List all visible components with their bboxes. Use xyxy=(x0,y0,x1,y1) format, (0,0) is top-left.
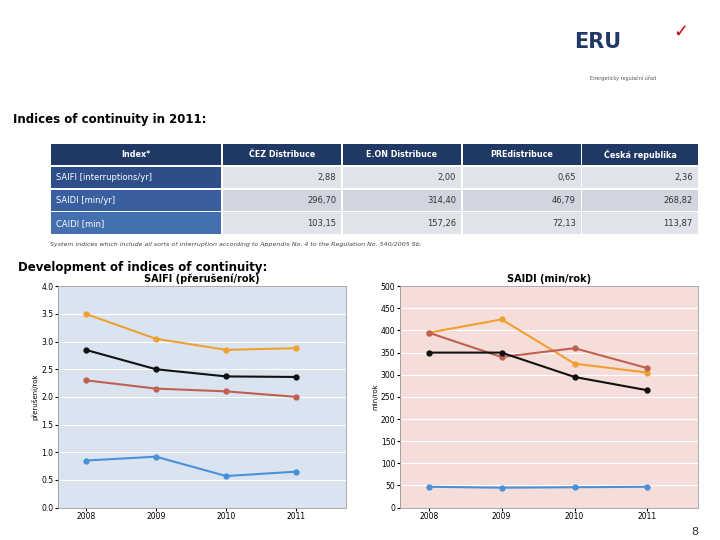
Text: 157,26: 157,26 xyxy=(427,219,456,228)
Bar xyxy=(582,190,698,211)
Text: Evaluation of power distribution continuity: Evaluation of power distribution continu… xyxy=(14,63,450,81)
Text: Development of indices of continuity:: Development of indices of continuity: xyxy=(18,261,267,274)
Bar xyxy=(582,144,698,165)
Bar xyxy=(343,213,461,234)
Bar xyxy=(343,167,461,188)
Title: SAIDI (min/rok): SAIDI (min/rok) xyxy=(507,274,591,284)
Bar xyxy=(51,190,222,211)
Bar xyxy=(51,167,222,188)
FancyBboxPatch shape xyxy=(547,4,713,92)
Text: Česká republika: Česká republika xyxy=(603,150,677,160)
Text: 103,15: 103,15 xyxy=(307,219,336,228)
Bar xyxy=(462,213,581,234)
Bar xyxy=(462,167,581,188)
Text: CAIDI [min]: CAIDI [min] xyxy=(56,219,104,228)
Text: ERU: ERU xyxy=(574,32,621,52)
Bar xyxy=(582,213,698,234)
Title: SAIFI (přerušení/rok): SAIFI (přerušení/rok) xyxy=(144,274,259,284)
Text: 72,13: 72,13 xyxy=(552,219,576,228)
Text: 2,36: 2,36 xyxy=(674,173,693,182)
Text: 8: 8 xyxy=(691,527,698,537)
Bar xyxy=(343,190,461,211)
Bar xyxy=(223,167,341,188)
Bar xyxy=(343,144,461,165)
Text: 268,82: 268,82 xyxy=(663,196,693,205)
Y-axis label: min/rok: min/rok xyxy=(372,383,378,410)
Text: E.ON Distribuce: E.ON Distribuce xyxy=(366,150,438,159)
Text: ČEZ Distribuce: ČEZ Distribuce xyxy=(249,150,315,159)
Text: PREdistribuce: PREdistribuce xyxy=(490,150,553,159)
Text: Index*: Index* xyxy=(122,150,151,159)
Bar xyxy=(582,167,698,188)
Text: 2,88: 2,88 xyxy=(318,173,336,182)
Text: ✓: ✓ xyxy=(672,23,688,41)
Bar xyxy=(223,190,341,211)
Text: SAIFI [interruptions/yr]: SAIFI [interruptions/yr] xyxy=(56,173,152,182)
Text: SAIDI [min/yr]: SAIDI [min/yr] xyxy=(56,196,115,205)
Text: 314,40: 314,40 xyxy=(427,196,456,205)
Text: Energetický regulační úřad: Energetický regulační úřad xyxy=(590,75,656,80)
Text: 113,87: 113,87 xyxy=(663,219,693,228)
Text: System indices which include all sorts of interruption according to Appendix No.: System indices which include all sorts o… xyxy=(50,241,422,247)
Text: Indices of continuity in 2011:: Indices of continuity in 2011: xyxy=(13,113,206,126)
Bar xyxy=(462,190,581,211)
Bar xyxy=(51,213,222,234)
Text: 46,79: 46,79 xyxy=(552,196,576,205)
Bar xyxy=(462,144,581,165)
Text: 0,65: 0,65 xyxy=(557,173,576,182)
Bar xyxy=(51,144,222,165)
Bar xyxy=(223,213,341,234)
Text: 2,00: 2,00 xyxy=(438,173,456,182)
Text: 296,70: 296,70 xyxy=(307,196,336,205)
Y-axis label: přerušení/rok: přerušení/rok xyxy=(32,374,39,420)
Bar xyxy=(223,144,341,165)
